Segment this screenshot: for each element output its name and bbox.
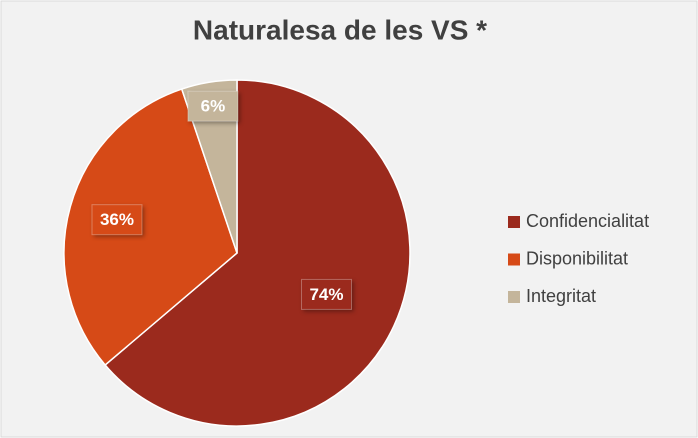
legend-label: Disponibilitat bbox=[526, 248, 628, 268]
legend-swatch bbox=[508, 253, 520, 266]
legend-label: Integritat bbox=[526, 286, 596, 306]
legend-swatch bbox=[508, 216, 520, 228]
data-label-box bbox=[187, 90, 239, 122]
data-label: 36% bbox=[100, 210, 134, 229]
legend-swatch bbox=[508, 291, 520, 303]
data-label: 6% bbox=[201, 97, 226, 116]
chart-title: Naturalesa de les VS * bbox=[193, 14, 487, 45]
data-label-box bbox=[91, 204, 143, 236]
pie-slice bbox=[104, 79, 411, 427]
data-label: 74% bbox=[309, 285, 343, 304]
pie-slice bbox=[180, 79, 238, 254]
data-label-box bbox=[300, 278, 352, 310]
legend-label: Confidencialitat bbox=[526, 211, 649, 231]
pie-slice bbox=[63, 88, 238, 367]
